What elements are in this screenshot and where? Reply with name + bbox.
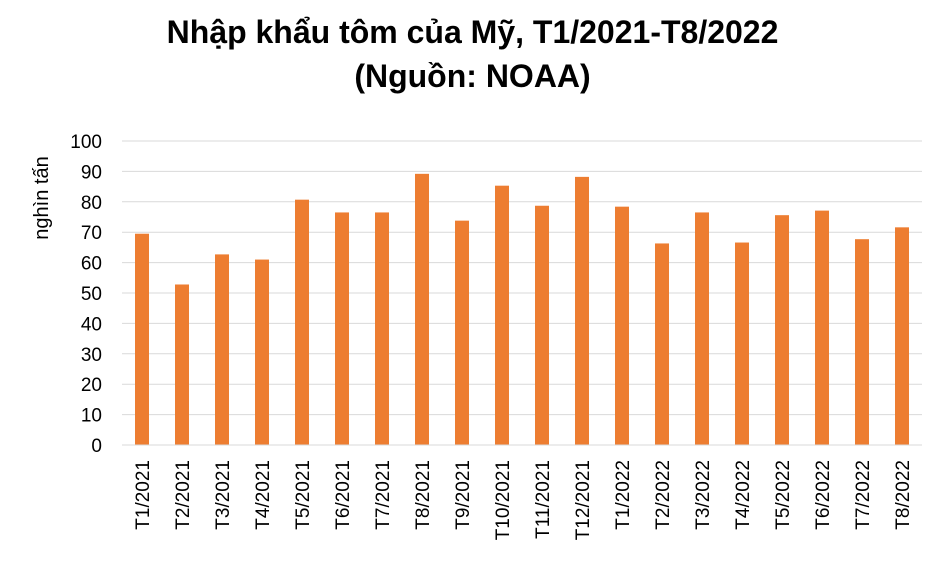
y-tick-label: 60	[81, 254, 102, 275]
x-tick-label: T2/2022	[653, 460, 674, 530]
bar	[855, 239, 869, 445]
x-tick-label: T1/2021	[133, 460, 154, 530]
bar	[295, 199, 309, 445]
y-tick-label: 70	[81, 223, 102, 244]
chart-title: Nhập khẩu tôm của Mỹ, T1/2021-T8/2022	[166, 14, 779, 50]
x-tick-label: T7/2022	[853, 460, 874, 530]
x-tick-label: T1/2022	[613, 460, 634, 530]
x-tick-label: T2/2021	[173, 460, 194, 530]
bar	[215, 254, 229, 445]
x-tick-label: T11/2021	[533, 460, 554, 539]
x-tick-label: T10/2021	[493, 460, 514, 540]
bar	[615, 206, 629, 445]
bar	[135, 233, 149, 445]
bar	[775, 215, 789, 445]
y-tick-label: 30	[81, 345, 102, 366]
x-tick-label: T7/2021	[373, 460, 394, 530]
y-axis-label: nghìn tấn	[31, 156, 53, 239]
bar	[335, 212, 349, 445]
bar	[455, 220, 469, 445]
x-tick-label: T12/2021	[573, 460, 594, 540]
x-tick-label: T3/2021	[213, 460, 234, 530]
bar	[375, 212, 389, 445]
y-tick-label: 0	[91, 436, 102, 457]
x-tick-label: T5/2021	[293, 460, 314, 530]
bar	[575, 176, 589, 445]
bar	[655, 243, 669, 445]
x-tick-label: T9/2021	[453, 460, 474, 530]
bar	[695, 212, 709, 445]
chart-subtitle: (Nguồn: NOAA)	[354, 58, 591, 94]
bar	[815, 210, 829, 445]
bar	[415, 173, 429, 445]
x-tick-label: T8/2022	[893, 460, 914, 530]
x-tick-label: T5/2022	[773, 460, 794, 530]
x-tick-label: T4/2021	[253, 460, 274, 530]
y-tick-label: 40	[81, 314, 102, 335]
bar	[895, 227, 909, 445]
bar	[175, 284, 189, 445]
bar	[255, 259, 269, 445]
y-tick-label: 10	[81, 406, 102, 427]
bar	[495, 185, 509, 446]
y-tick-label: 20	[81, 375, 102, 396]
y-tick-label: 90	[81, 162, 102, 183]
y-tick-label: 50	[81, 284, 102, 305]
bar	[735, 242, 749, 445]
x-tick-label: T8/2021	[413, 460, 434, 530]
x-tick-label: T6/2022	[813, 460, 834, 530]
x-tick-label: T4/2022	[733, 460, 754, 530]
y-tick-label: 80	[81, 193, 102, 214]
x-tick-label: T6/2021	[333, 460, 354, 530]
y-tick-label: 100	[70, 132, 102, 153]
bar	[535, 205, 549, 445]
x-tick-label: T3/2022	[693, 460, 714, 530]
